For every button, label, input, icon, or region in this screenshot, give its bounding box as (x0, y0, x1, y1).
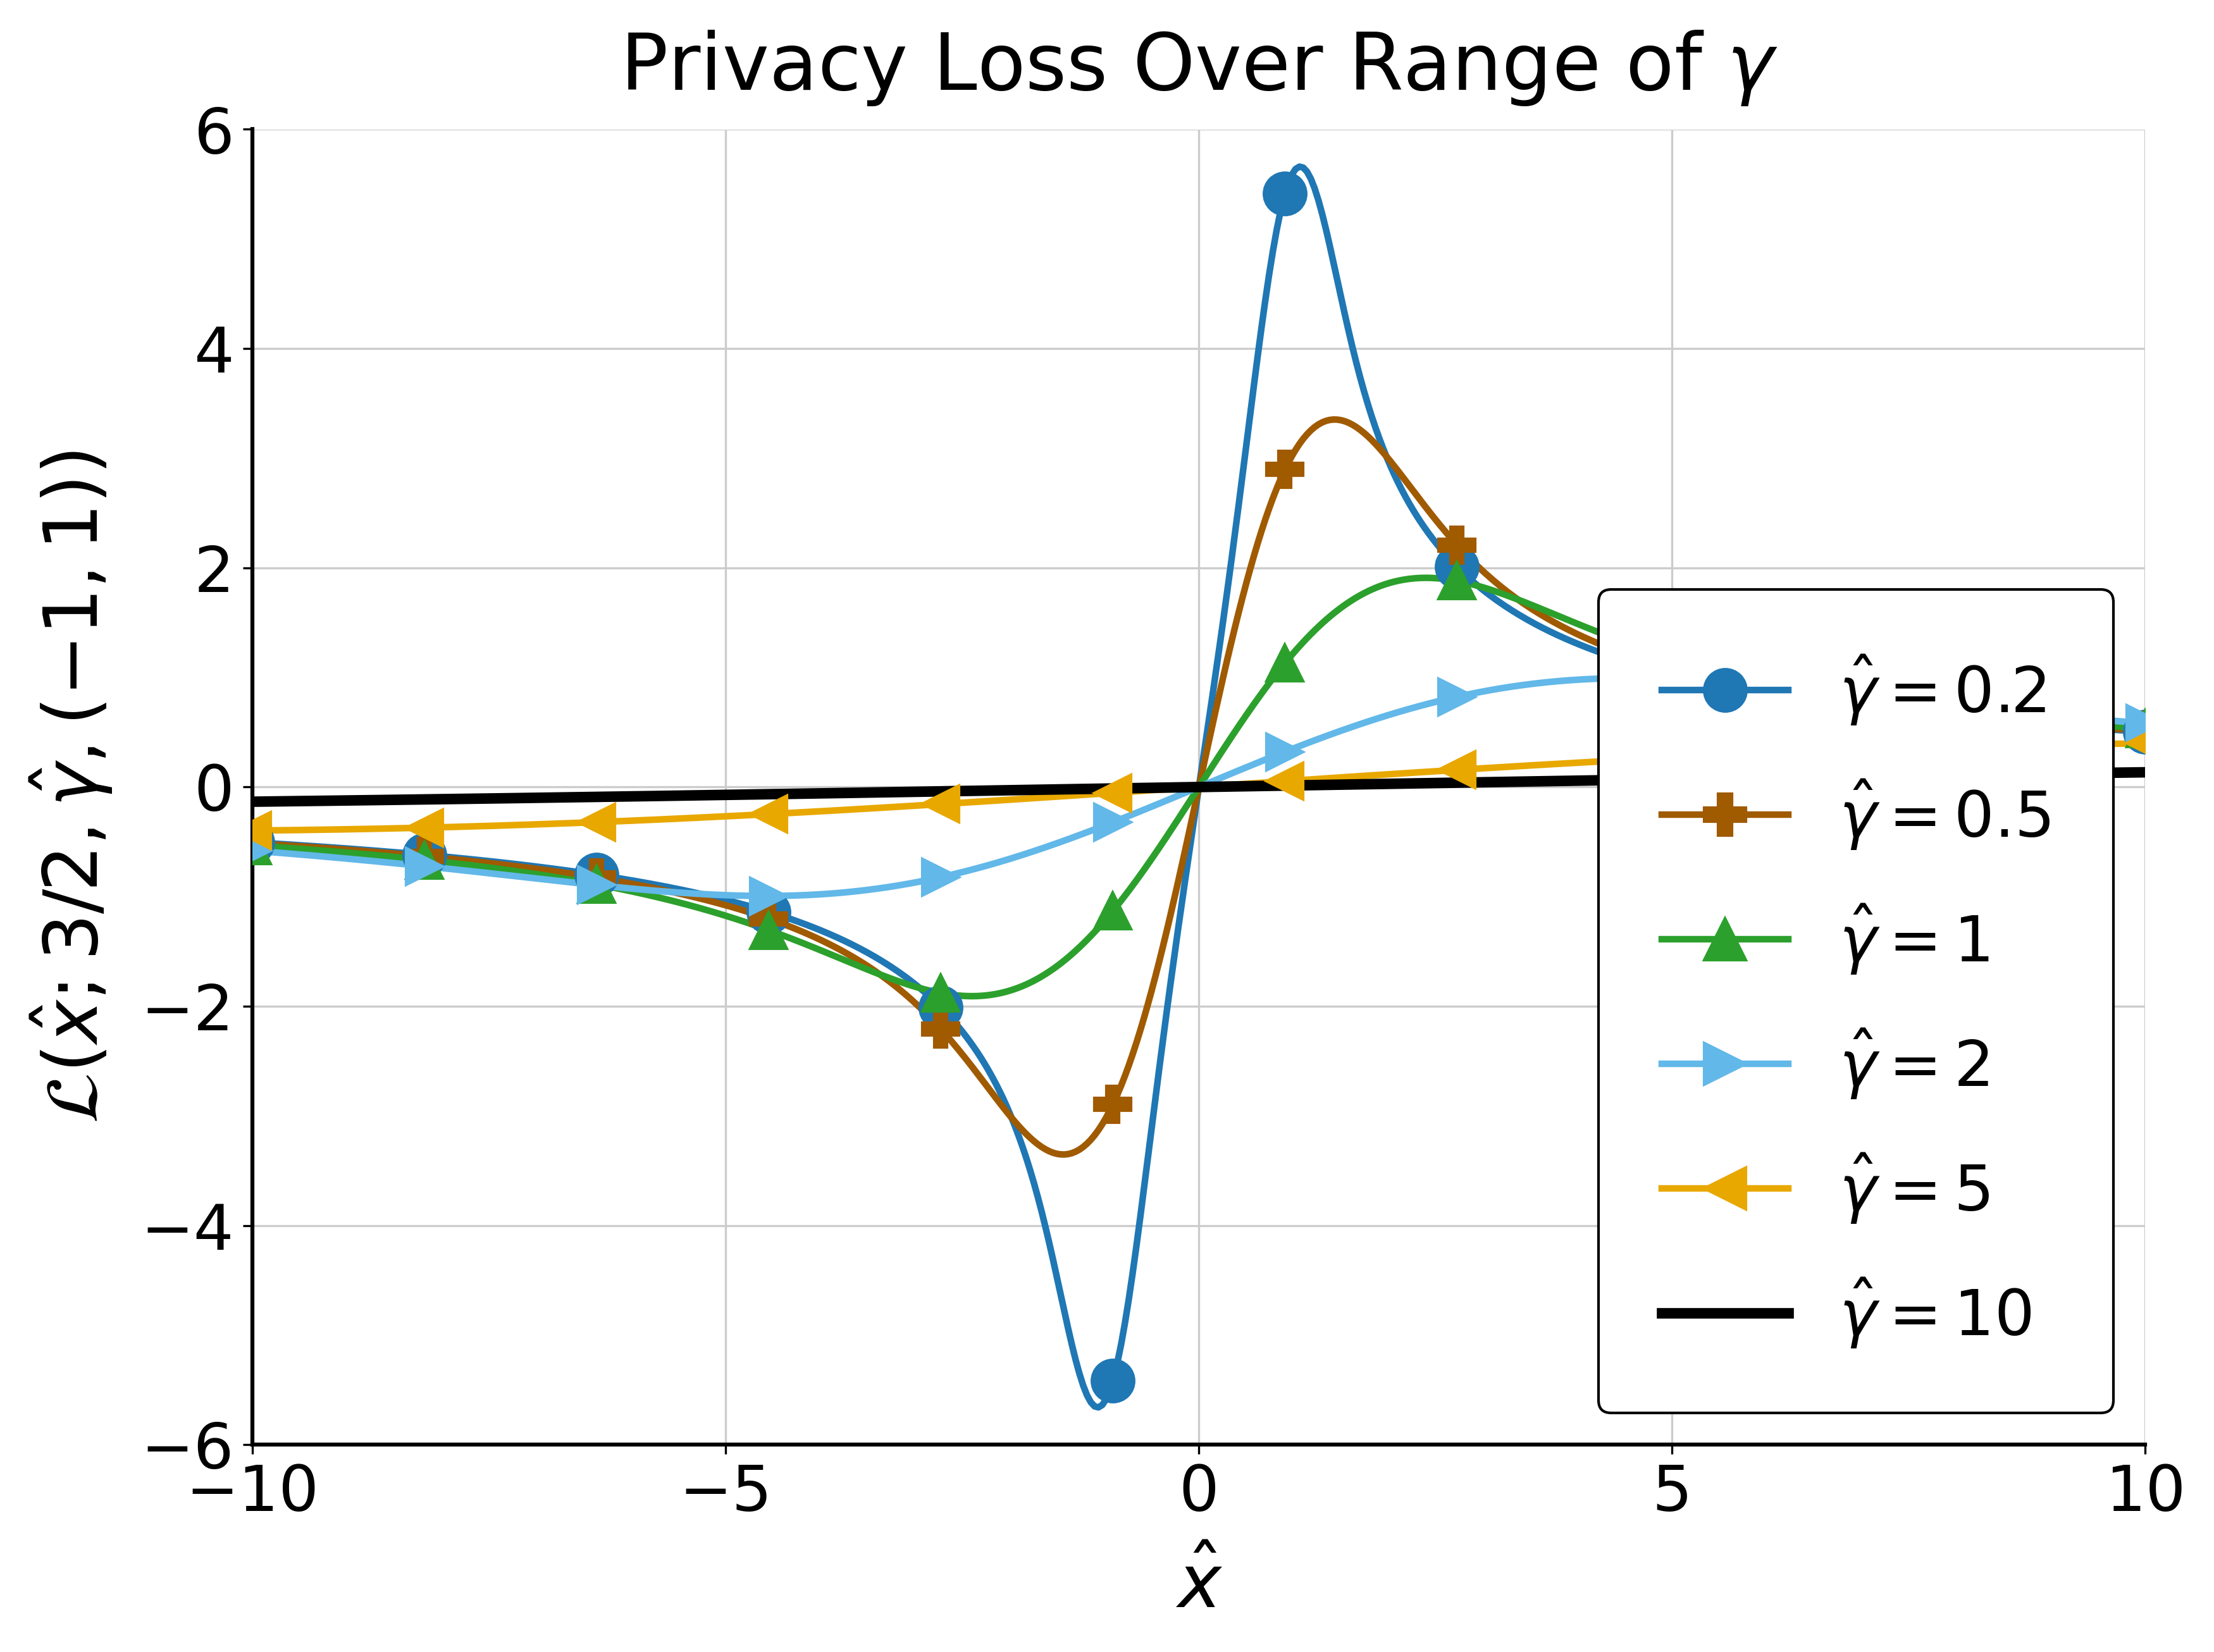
X-axis label: $\hat{x}$: $\hat{x}$ (1176, 1551, 1222, 1624)
Y-axis label: $\mathcal{L}(\hat{x}; 3/2, \hat{\gamma}, (-1,1))$: $\mathcal{L}(\hat{x}; 3/2, \hat{\gamma},… (29, 451, 115, 1123)
Legend: $\hat{\gamma} = 0.2$, $\hat{\gamma} = 0.5$, $\hat{\gamma} = 1$, $\hat{\gamma} = : $\hat{\gamma} = 0.2$, $\hat{\gamma} = 0.… (1599, 590, 2114, 1412)
Title: Privacy Loss Over Range of $\gamma$: Privacy Loss Over Range of $\gamma$ (620, 28, 1778, 107)
